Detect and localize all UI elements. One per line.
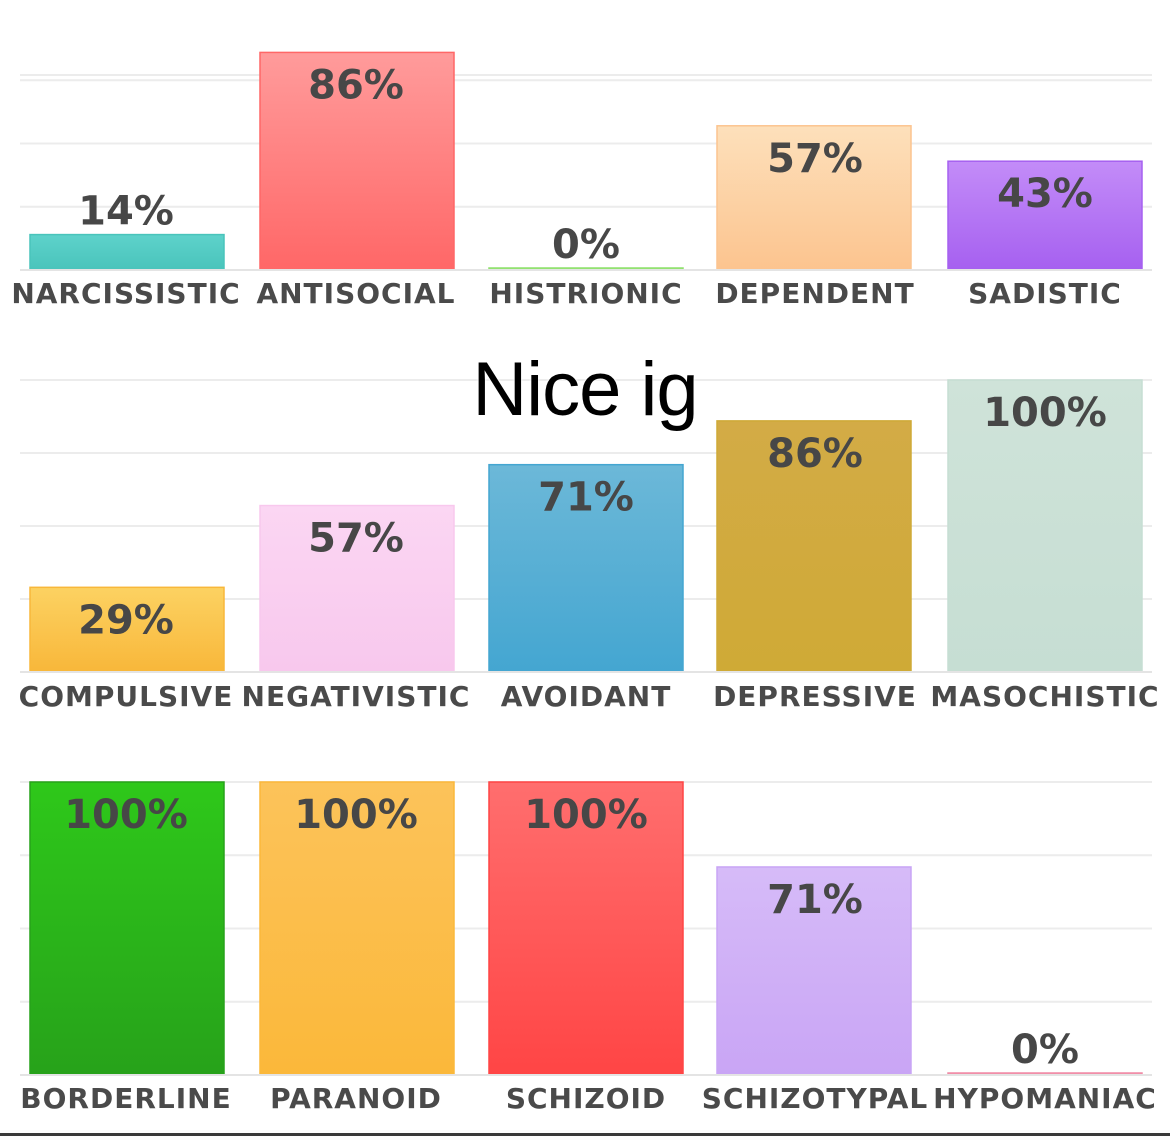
value-label: 86% — [308, 62, 404, 108]
bar-paranoid — [259, 781, 455, 1076]
category-label: HISTRIONIC — [489, 277, 682, 310]
category-label: MASOCHISTIC — [930, 680, 1159, 713]
bar-compulsive — [29, 586, 225, 673]
value-label: 100% — [294, 792, 418, 838]
bar-borderline — [29, 781, 225, 1076]
category-label: SCHIZOTYPAL — [702, 1082, 929, 1115]
value-label: 57% — [308, 516, 404, 562]
category-label: AVOIDANT — [501, 680, 672, 713]
value-label: 100% — [64, 792, 188, 838]
bar-chart-2: 29% COMPULSIVE 57% NEGATIVISTIC 71% AVOIDANT 8… — [19, 379, 1159, 713]
category-label: DEPENDENT — [715, 277, 914, 310]
category-label: HYPOMANIAC — [933, 1082, 1157, 1115]
category-label: PARANOID — [270, 1082, 442, 1115]
bar-sadistic — [947, 160, 1143, 271]
category-label: DEPRESSIVE — [713, 680, 917, 713]
bar-schizoid — [488, 781, 684, 1076]
bar-dependent — [716, 125, 912, 271]
bar-negativistic — [259, 504, 455, 673]
bar-masochistic — [947, 379, 1143, 673]
category-label: ANTISOCIAL — [256, 277, 455, 310]
value-label: 100% — [524, 792, 648, 838]
bar-schizotypal — [716, 866, 912, 1076]
category-label: SADISTIC — [968, 277, 1122, 310]
value-label: 0% — [552, 222, 620, 268]
value-label: 71% — [767, 877, 863, 923]
value-label: 57% — [767, 136, 863, 182]
category-label: BORDERLINE — [20, 1082, 231, 1115]
category-label: NEGATIVISTIC — [242, 680, 471, 713]
bar-chart-1: 14% NARCISSISTIC 86% ANTISOCIAL 0% HISTRIONIC… — [11, 51, 1152, 310]
category-label: NARCISSISTIC — [11, 277, 240, 310]
bar-depressive — [716, 420, 912, 673]
value-label: 14% — [78, 189, 174, 235]
category-label: SCHIZOID — [506, 1082, 666, 1115]
value-label: 86% — [767, 431, 863, 477]
overlay-caption: Nice ig — [472, 347, 698, 432]
value-label: 0% — [1011, 1027, 1079, 1073]
category-label: COMPULSIVE — [19, 680, 234, 713]
bar-chart-3: 100% BORDERLINE 100% PARANOID 100% SCHIZOID 71… — [20, 781, 1157, 1115]
value-label: 71% — [538, 475, 634, 521]
value-label: 43% — [997, 171, 1093, 217]
bar-narcissistic — [29, 233, 225, 271]
bar-antisocial — [259, 51, 455, 271]
value-label: 29% — [78, 597, 174, 643]
bottom-divider — [0, 1133, 1170, 1136]
value-label: 100% — [983, 390, 1107, 436]
